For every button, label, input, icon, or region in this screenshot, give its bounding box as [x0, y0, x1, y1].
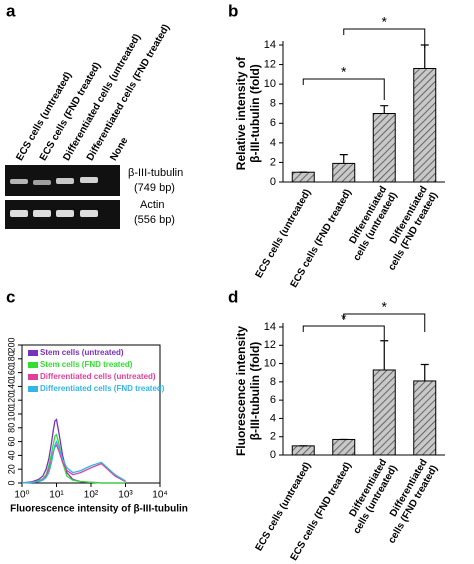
- legend-label: Stem cells (untreated): [40, 348, 124, 357]
- legend-swatch: [28, 350, 38, 356]
- band-size: (749 bp): [134, 182, 175, 194]
- error-bar: [420, 363, 429, 381]
- y-tick-label: 6: [270, 394, 276, 406]
- legend-label: Differentiated cells (FND treated): [40, 384, 165, 393]
- significance-bracket: [302, 325, 385, 340]
- y-tick-label: 12: [264, 58, 276, 70]
- bar: [372, 369, 396, 456]
- y-tick-label: 14: [264, 39, 276, 51]
- y-tick-label: 200: [6, 337, 16, 352]
- gel-bands: [10, 177, 98, 217]
- y-tick-label: 0: [270, 176, 276, 188]
- y-tick-label: 140: [6, 379, 16, 394]
- y-tick-label: 20: [6, 464, 16, 474]
- significance-mark: *: [341, 64, 347, 80]
- significance-mark: *: [382, 299, 388, 315]
- y-tick-label: 6: [270, 117, 276, 129]
- band-name: β-III-tubulin: [128, 167, 183, 179]
- bar: [332, 162, 356, 183]
- significance-bracket: [343, 28, 426, 48]
- y-tick-label: 2: [270, 156, 276, 168]
- panel-label: b: [228, 1, 238, 20]
- bar: [291, 171, 315, 183]
- series-line: [21, 443, 126, 484]
- bar: [332, 438, 356, 456]
- legend-label: Stem cells (FND treated): [40, 360, 133, 369]
- panel-label: c: [6, 287, 15, 306]
- y-tick-label: 0: [270, 449, 276, 461]
- x-axis-label: Fluorescence intensity of β-III-tubulin: [10, 504, 188, 515]
- y-tick-label: 12: [264, 339, 276, 351]
- band-size: (556 bp): [134, 214, 175, 226]
- bar: [291, 445, 315, 456]
- y-tick-label: 100: [6, 406, 16, 421]
- y-tick-label: 180: [6, 351, 16, 366]
- y-tick-label: 60: [6, 437, 16, 447]
- series-line: [21, 439, 126, 484]
- x-tick-label: 10³: [118, 490, 133, 501]
- y-tick-label: 80: [6, 423, 16, 433]
- bar: [413, 67, 437, 183]
- y-tick-label: 120: [6, 393, 16, 408]
- series-line: [21, 433, 126, 484]
- bar: [413, 380, 437, 456]
- y-axis-label: Relative intensity of: [234, 56, 248, 170]
- y-tick-label: 160: [6, 365, 16, 380]
- legend-swatch: [28, 374, 38, 380]
- y-tick-label: 4: [270, 412, 276, 424]
- y-axis-label: β-III-tubulin (fold): [248, 342, 262, 441]
- x-tick-label: 10⁰: [14, 490, 29, 501]
- error-bar: [380, 340, 389, 370]
- panel-label: a: [6, 1, 16, 20]
- significance-mark: *: [382, 14, 388, 30]
- y-axis-label: Fluorescence intensity: [234, 326, 248, 456]
- legend-label: Differentiated cells (untreated): [40, 372, 156, 381]
- y-tick-label: 10: [264, 78, 276, 90]
- legend-swatch: [28, 386, 38, 392]
- series-line: [21, 418, 126, 484]
- legend-swatch: [28, 362, 38, 368]
- y-tick-label: 4: [270, 137, 276, 149]
- significance-bracket: [302, 78, 385, 100]
- panel-label: d: [228, 287, 238, 306]
- y-tick-label: 14: [264, 321, 276, 333]
- error-bar: [339, 154, 348, 164]
- error-bar: [420, 44, 429, 69]
- y-tick-label: 40: [6, 450, 16, 460]
- error-bar: [380, 105, 389, 114]
- lane-label: None: [108, 135, 130, 163]
- y-tick-label: 8: [270, 376, 276, 388]
- significance-bracket: [343, 313, 426, 332]
- y-tick-label: 0: [6, 480, 16, 485]
- x-tick-label: 10¹: [49, 490, 64, 501]
- y-axis-label: β-III-tubulin (fold): [248, 64, 262, 163]
- y-tick-label: 2: [270, 431, 276, 443]
- y-tick-label: 10: [264, 357, 276, 369]
- x-tick-label: 10²: [84, 490, 99, 501]
- y-tick-label: 8: [270, 98, 276, 110]
- band-name: Actin: [140, 199, 164, 211]
- x-tick-label: 10⁴: [152, 490, 167, 501]
- bar: [372, 113, 396, 183]
